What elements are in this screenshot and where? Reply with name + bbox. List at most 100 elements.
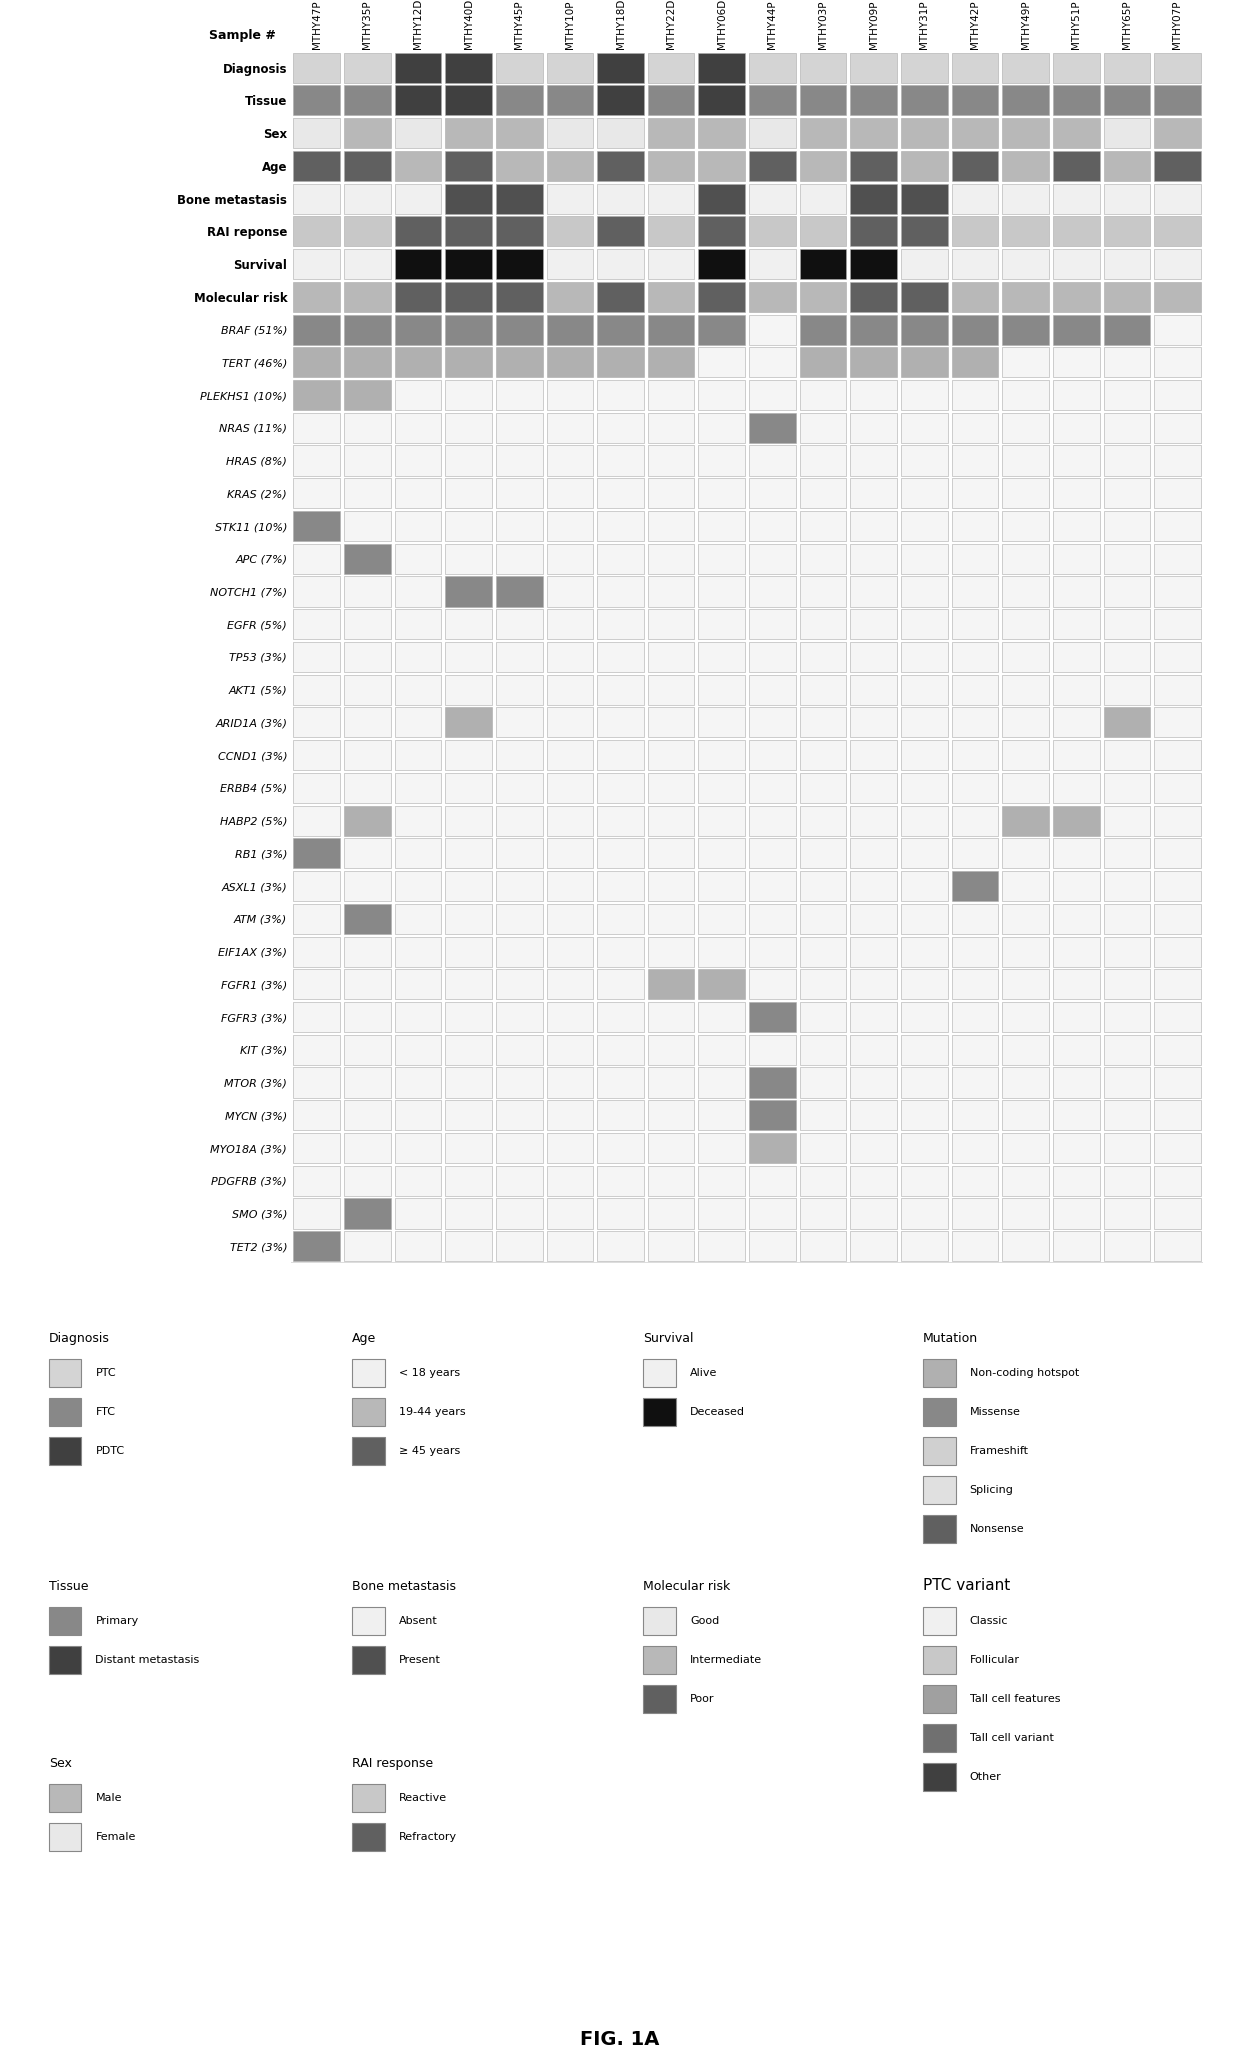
Bar — [1104, 610, 1151, 638]
Bar — [951, 610, 998, 638]
Bar — [547, 347, 593, 378]
Bar — [496, 478, 543, 509]
Bar — [1002, 281, 1049, 312]
Bar — [698, 838, 745, 868]
Bar — [698, 675, 745, 704]
Bar — [1104, 511, 1151, 542]
Bar — [547, 511, 593, 542]
Bar — [800, 511, 847, 542]
Bar — [1154, 1133, 1200, 1164]
Bar — [901, 936, 947, 967]
Bar — [647, 347, 694, 378]
Bar — [1002, 511, 1049, 542]
Bar — [1002, 1199, 1049, 1228]
Bar — [294, 1133, 340, 1164]
Text: PDTC: PDTC — [95, 1445, 124, 1456]
Bar — [1002, 936, 1049, 967]
Bar — [394, 150, 441, 181]
Bar — [901, 870, 947, 901]
Bar — [749, 1100, 796, 1131]
Text: Splicing: Splicing — [970, 1484, 1013, 1495]
Bar — [1002, 1232, 1049, 1261]
Bar — [1154, 870, 1200, 901]
Bar — [951, 53, 998, 82]
Bar — [851, 870, 897, 901]
Bar — [343, 544, 391, 573]
Text: PTC: PTC — [95, 1367, 117, 1378]
Text: PTC variant: PTC variant — [923, 1579, 1011, 1593]
Bar — [749, 413, 796, 443]
Bar — [800, 413, 847, 443]
Bar — [647, 446, 694, 476]
Bar — [343, 838, 391, 868]
Bar — [901, 511, 947, 542]
Bar — [445, 838, 492, 868]
Bar — [901, 1035, 947, 1066]
Bar — [698, 314, 745, 345]
Bar — [851, 1100, 897, 1131]
FancyBboxPatch shape — [644, 1359, 676, 1388]
Bar — [800, 708, 847, 737]
Bar — [496, 805, 543, 836]
Bar — [598, 870, 644, 901]
Bar — [800, 838, 847, 868]
Text: ≥ 45 years: ≥ 45 years — [398, 1445, 460, 1456]
Bar — [343, 1133, 391, 1164]
Bar — [749, 1232, 796, 1261]
Bar — [394, 248, 441, 279]
Bar — [749, 1166, 796, 1195]
Bar — [598, 805, 644, 836]
Bar — [1154, 150, 1200, 181]
Bar — [1002, 216, 1049, 246]
Bar — [294, 183, 340, 214]
Bar — [445, 216, 492, 246]
Bar — [951, 119, 998, 148]
Bar — [445, 936, 492, 967]
Bar — [1104, 1166, 1151, 1195]
Bar — [951, 1166, 998, 1195]
Bar — [800, 86, 847, 115]
Bar — [901, 772, 947, 803]
Bar — [951, 86, 998, 115]
Bar — [394, 772, 441, 803]
Bar — [394, 903, 441, 934]
Bar — [698, 248, 745, 279]
Bar — [698, 1100, 745, 1131]
Bar — [1104, 1068, 1151, 1098]
Bar — [1104, 347, 1151, 378]
Bar — [1002, 1002, 1049, 1033]
Bar — [547, 314, 593, 345]
Bar — [851, 150, 897, 181]
Bar — [445, 478, 492, 509]
Bar — [698, 119, 745, 148]
Bar — [851, 1068, 897, 1098]
Bar — [496, 1133, 543, 1164]
Bar — [598, 183, 644, 214]
Bar — [547, 772, 593, 803]
Bar — [901, 675, 947, 704]
Bar — [394, 53, 441, 82]
Bar — [1002, 805, 1049, 836]
Bar — [951, 1232, 998, 1261]
Bar — [343, 1002, 391, 1033]
Bar — [1002, 1068, 1049, 1098]
Bar — [749, 1133, 796, 1164]
Bar — [1154, 936, 1200, 967]
Bar — [698, 610, 745, 638]
Bar — [800, 544, 847, 573]
Bar — [800, 936, 847, 967]
Bar — [445, 675, 492, 704]
Bar — [445, 511, 492, 542]
Bar — [1053, 478, 1100, 509]
Text: Absent: Absent — [398, 1616, 438, 1626]
Bar — [1053, 675, 1100, 704]
Text: Distant metastasis: Distant metastasis — [95, 1655, 200, 1665]
Bar — [951, 1100, 998, 1131]
Bar — [647, 772, 694, 803]
Bar — [1104, 1199, 1151, 1228]
Bar — [445, 708, 492, 737]
Bar — [445, 150, 492, 181]
Bar — [394, 347, 441, 378]
FancyBboxPatch shape — [352, 1784, 384, 1813]
Bar — [1002, 150, 1049, 181]
